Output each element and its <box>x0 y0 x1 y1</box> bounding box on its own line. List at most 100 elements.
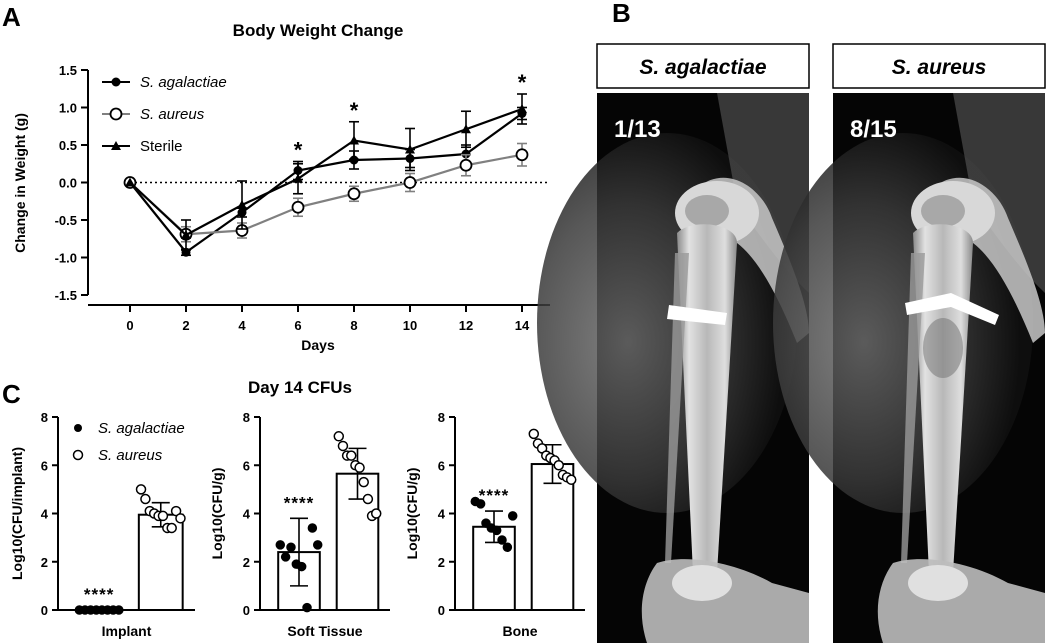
data-point <box>175 513 186 524</box>
x-tick-label: 12 <box>459 318 473 333</box>
legend-item-s-agalactiae: S. agalactiae <box>102 74 227 91</box>
data-point <box>461 124 471 134</box>
y-tick-label: 6 <box>438 458 445 473</box>
data-point <box>553 460 564 471</box>
implant-pin <box>667 305 727 325</box>
significance-star: * <box>294 138 303 163</box>
cfu-title: Day 14 CFUs <box>248 378 352 397</box>
x-tick-label: 10 <box>403 318 417 333</box>
xray-label-box-right <box>832 43 1046 89</box>
series-line <box>129 107 523 237</box>
data-point <box>502 542 513 553</box>
data-point <box>166 522 177 534</box>
series-line <box>129 153 523 236</box>
data-point <box>370 508 382 519</box>
triangle-icon <box>111 141 121 150</box>
y-tick-label: 8 <box>41 410 48 425</box>
data-point <box>275 540 286 550</box>
data-point <box>354 462 365 473</box>
y-tick-label: 8 <box>243 410 250 425</box>
y-tick-label: -1.5 <box>55 288 77 303</box>
data-point <box>515 148 529 162</box>
open-circle-icon <box>72 449 84 461</box>
y-tick-label: 2 <box>243 555 250 570</box>
xray-label-box-left <box>596 43 810 89</box>
data-point <box>528 428 540 440</box>
significance-star: * <box>350 98 359 123</box>
x-tick-label: 0 <box>126 318 133 333</box>
x-tick-label: 14 <box>515 318 530 333</box>
x-category-label: Implant <box>102 623 152 639</box>
panel-letter-a: A <box>2 2 21 32</box>
data-point <box>337 440 349 452</box>
open-circle-icon <box>109 107 123 121</box>
y-tick-label: 0 <box>243 603 250 618</box>
data-point <box>517 104 527 113</box>
x-tick-label: 4 <box>238 318 246 333</box>
data-point <box>135 484 147 495</box>
significance-stars: **** <box>479 486 509 505</box>
significance-stars: **** <box>84 585 114 604</box>
y-tick-label: 4 <box>243 507 251 522</box>
data-point <box>307 523 318 533</box>
xray-label-right: S. aureus <box>892 56 987 79</box>
significance-star: * <box>518 70 527 95</box>
y-tick-label: 2 <box>438 555 445 570</box>
chart-title: Body Weight Change <box>233 21 404 40</box>
x-axis-title: Days <box>301 337 335 353</box>
y-tick-label: 8 <box>438 410 445 425</box>
data-point <box>405 144 415 154</box>
series-line <box>129 112 523 254</box>
y-tick-label: 6 <box>41 458 48 473</box>
xray-image-right <box>773 93 1045 643</box>
data-point <box>358 476 369 488</box>
data-point <box>347 187 361 201</box>
y-tick-label: -0.5 <box>55 213 77 228</box>
xray-count-left: 1/13 <box>614 116 661 143</box>
y-axis-title: Log10(CFU/implant) <box>9 447 25 580</box>
filled-circle-icon <box>111 77 121 87</box>
data-point <box>181 230 191 239</box>
data-point <box>140 493 151 505</box>
data-point <box>475 499 486 509</box>
data-point <box>114 605 124 615</box>
cfu-legend: S. agalactiae S. aureus <box>72 420 185 464</box>
xray-count-right: 8/15 <box>850 116 897 143</box>
data-point <box>459 158 473 172</box>
legend-label: Sterile <box>140 138 183 155</box>
data-point <box>403 176 417 189</box>
data-point <box>507 511 518 521</box>
y-tick-label: 0 <box>438 603 445 618</box>
x-tick-label: 2 <box>182 318 189 333</box>
filled-circle-icon <box>74 424 82 432</box>
bar-group-1 <box>333 431 382 611</box>
bar-chart-implant: 0 2 4 6 8 Log10(CFU/implant) Implant **** <box>9 410 195 639</box>
y-tick-label: 4 <box>41 507 49 522</box>
data-point <box>293 173 303 183</box>
legend-item-s-aureus: S. aureus <box>102 106 205 123</box>
data-point <box>349 135 359 145</box>
y-tick-label: 6 <box>243 458 250 473</box>
bar-chart-bone: 0 2 4 6 8 Log10(CFU/g) Bone **** <box>404 410 585 639</box>
y-axis-title: Log10(CFU/g) <box>209 468 225 560</box>
data-point <box>491 525 502 536</box>
bar-group-1 <box>135 484 186 611</box>
significance-stars: **** <box>284 493 314 512</box>
data-point <box>346 450 357 461</box>
x-tick-label: 6 <box>294 318 301 333</box>
x-category-label: Bone <box>503 623 538 639</box>
y-axis-title: Change in Weight (g) <box>12 113 28 253</box>
x-tick-label: 8 <box>350 318 357 333</box>
data-point <box>497 535 507 545</box>
y-tick-label: 4 <box>438 507 446 522</box>
y-tick-label: 2 <box>41 555 48 570</box>
data-point <box>157 510 169 522</box>
bar-group-0: **** <box>275 493 323 613</box>
data-point <box>291 200 305 214</box>
panel-letter-b: B <box>612 0 631 28</box>
data-point <box>302 602 312 613</box>
xray-image-left <box>537 93 809 643</box>
y-tick-label: 0 <box>41 603 48 618</box>
data-point <box>237 200 247 209</box>
